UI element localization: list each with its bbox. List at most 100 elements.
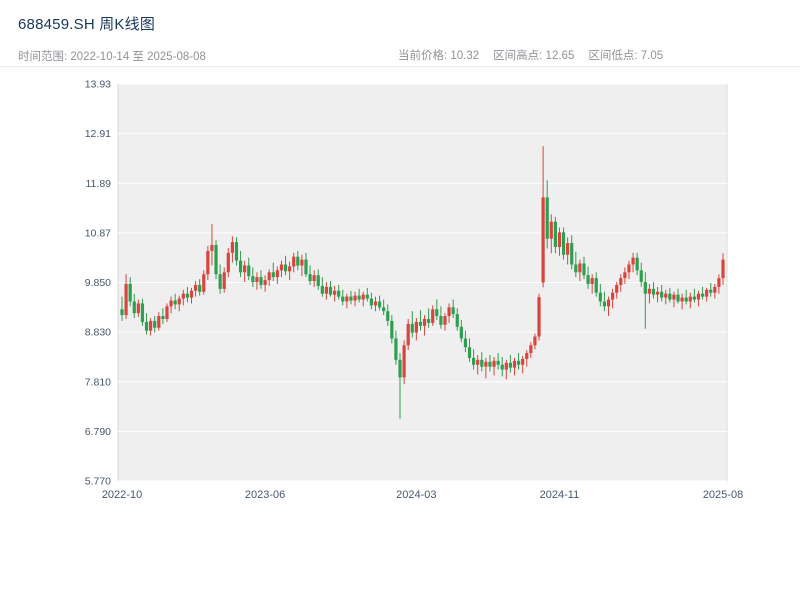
candle-body	[484, 361, 488, 367]
date-range-label: 时间范围: 2022-10-14 至 2025-08-08	[18, 51, 206, 63]
candle-body	[418, 321, 423, 326]
y-tick-label: 8.830	[85, 327, 111, 339]
candle-body	[312, 275, 316, 282]
candle-body	[120, 309, 124, 316]
candle-body	[688, 296, 692, 302]
candle-body	[537, 297, 541, 337]
candle-body	[541, 197, 545, 283]
subtitle-row: 时间范围: 2022-10-14 至 2025-08-08 当前价格: 10.3…	[18, 47, 782, 63]
candle-body	[615, 284, 619, 293]
stat-range-low: 区间低点: 7.05	[588, 50, 664, 62]
candle-body	[463, 338, 468, 348]
candle-body	[185, 293, 190, 298]
candle-body	[382, 307, 386, 312]
candle-body	[480, 359, 484, 367]
candle-body	[124, 283, 128, 316]
candle-body	[590, 278, 594, 284]
candle-body	[373, 301, 378, 306]
candle-body	[488, 361, 492, 367]
y-tick-label: 11.89	[86, 178, 112, 190]
candle-body	[500, 364, 504, 370]
candle-body	[496, 360, 500, 365]
candle-body	[218, 274, 222, 289]
candle-body	[549, 221, 553, 239]
candle-body	[234, 242, 239, 261]
candle-body	[647, 288, 652, 294]
candle-body	[578, 263, 582, 273]
candle-body	[504, 362, 508, 370]
candle-body	[193, 284, 198, 291]
candle-body	[328, 286, 333, 295]
candle-body	[300, 259, 304, 266]
candle-body	[292, 256, 296, 267]
candle-body	[222, 272, 226, 289]
candle-body	[304, 259, 308, 275]
candle-body	[602, 301, 607, 307]
candle-body	[198, 284, 202, 292]
candle-body	[427, 318, 431, 323]
candle-body	[696, 293, 701, 300]
candle-body	[451, 307, 455, 315]
x-tick-label: 2025-08	[703, 489, 743, 501]
y-tick-label: 9.850	[85, 277, 111, 289]
candle-body	[181, 293, 185, 299]
candle-body	[394, 338, 398, 360]
candle-body	[721, 259, 725, 279]
candle-body	[594, 278, 598, 293]
candle-body	[402, 345, 406, 378]
candle-body	[586, 275, 590, 284]
y-tick-label: 7.810	[85, 376, 111, 388]
candle-body	[243, 265, 247, 273]
candle-body	[431, 309, 435, 323]
x-tick-label: 2024-03	[396, 489, 436, 501]
candle-body	[161, 316, 165, 319]
candle-body	[561, 232, 566, 255]
candle-body	[476, 359, 480, 365]
candle-body	[668, 293, 672, 300]
candle-body	[226, 252, 230, 273]
candle-body	[157, 316, 161, 328]
candle-body	[709, 289, 713, 293]
candle-body	[705, 289, 709, 297]
candle-body	[279, 264, 284, 271]
candle-body	[512, 360, 517, 368]
candle-body	[251, 276, 255, 283]
candle-body	[692, 296, 696, 300]
candle-body	[467, 347, 472, 358]
x-tick-label: 2023-06	[245, 489, 285, 501]
candle-body	[263, 280, 267, 285]
x-tick-label: 2024-11	[540, 489, 580, 501]
candle-body	[655, 291, 660, 295]
candle-body	[459, 326, 463, 339]
candle-body	[214, 245, 218, 275]
candle-body	[713, 286, 717, 293]
candle-body	[414, 321, 418, 333]
candle-body	[361, 294, 365, 300]
candle-body	[447, 307, 451, 317]
y-tick-label: 6.790	[85, 426, 111, 438]
candle-body	[651, 288, 656, 295]
candle-body	[619, 278, 623, 285]
candle-body	[672, 294, 676, 300]
candle-body	[377, 301, 382, 308]
page-title: 688459.SH 周K线图	[18, 16, 156, 33]
candle-body	[574, 264, 578, 273]
y-tick-label: 5.770	[85, 476, 111, 488]
candle-body	[398, 359, 402, 378]
candle-body	[128, 283, 132, 302]
candle-body	[288, 266, 292, 272]
candle-body	[275, 270, 279, 278]
candle-body	[153, 320, 157, 328]
candle-body	[435, 309, 439, 317]
candle-body	[631, 257, 635, 265]
candle-body	[132, 301, 136, 314]
candle-body	[643, 282, 647, 294]
y-tick-label: 13.93	[85, 79, 111, 91]
candle-body	[345, 296, 349, 302]
candle-body	[684, 297, 688, 302]
candle-body	[516, 360, 521, 365]
candle-body	[238, 260, 243, 273]
candle-body	[566, 243, 570, 255]
candle-body	[676, 294, 680, 302]
candle-body	[627, 264, 631, 273]
